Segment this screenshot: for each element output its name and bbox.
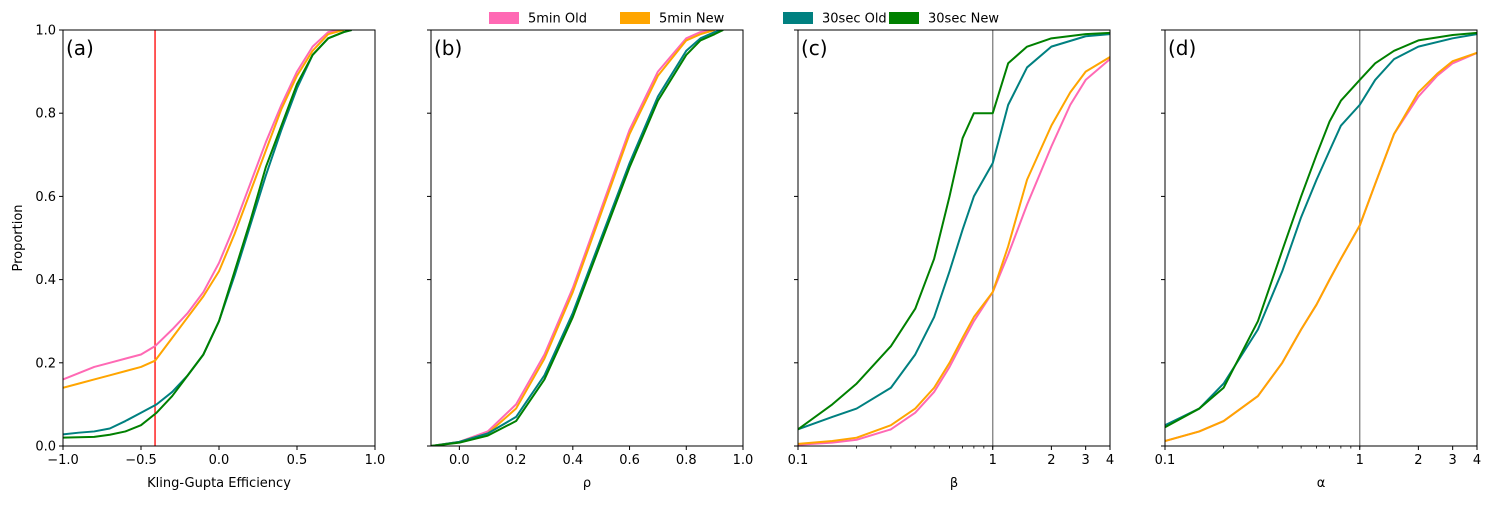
legend-item-5min-old: 5min Old <box>489 12 587 27</box>
legend-label: 30sec New <box>928 12 999 27</box>
panel-letter: (d) <box>1168 36 1196 60</box>
x-tick-label: 0.0 <box>449 453 470 468</box>
series-line-5min-old <box>798 58 1110 446</box>
series-group <box>798 31 1110 446</box>
x-tick-label: 0.1 <box>1155 453 1176 468</box>
x-axis-label: ρ <box>583 476 591 491</box>
x-tick-label: 2 <box>1047 453 1055 468</box>
axes-frame <box>797 29 1111 447</box>
x-tick-label: 0.6 <box>619 453 640 468</box>
x-tick-label: 1 <box>1356 453 1364 468</box>
legend-label: 5min New <box>659 12 725 27</box>
y-tick-label: 0.8 <box>35 107 56 122</box>
x-tick-label: 3 <box>1449 453 1457 468</box>
x-tick-label: 0.1 <box>788 453 809 468</box>
panel-2: 0.0 0.2 0.4 0.6 0.8 1.0 ρ (b) <box>427 29 754 491</box>
x-tick-label: 0.5 <box>287 453 308 468</box>
x-tick-label: −0.5 <box>125 453 157 468</box>
y-tick-label: 1.0 <box>35 24 56 39</box>
x-tick-label: 0.2 <box>506 453 527 468</box>
x-tick-label: 0.8 <box>676 453 697 468</box>
legend-swatch <box>489 12 519 24</box>
panel-letter: (c) <box>801 36 828 60</box>
y-axis-label: Proportion <box>11 204 26 271</box>
panel-3: 0.1 1 2 3 4 β (c) <box>788 29 1114 491</box>
x-axis-label: β <box>950 476 958 491</box>
x-tick-label: −1.0 <box>47 453 79 468</box>
series-line-30sec-new <box>431 30 724 446</box>
x-tick-label: 3 <box>1082 453 1090 468</box>
x-tick-label: 0.4 <box>562 453 583 468</box>
plot-area <box>63 30 375 446</box>
panel-letter: (a) <box>66 36 94 60</box>
legend-label: 30sec Old <box>822 12 887 27</box>
series-group <box>1165 31 1477 442</box>
legend-item-30sec-new: 30sec New <box>889 12 999 27</box>
panel-1: 0.0 0.2 0.4 0.6 0.8 1.0 −1.0 −0.5 0.0 0.5 1.0 Kling… <box>35 24 385 492</box>
legend-swatch <box>783 12 813 24</box>
series-line-5min-old <box>63 30 344 381</box>
x-axis-label: Kling-Gupta Efficiency <box>147 476 291 491</box>
x-tick-label: 1 <box>989 453 997 468</box>
x-tick-label: 4 <box>1106 453 1114 468</box>
series-line-30sec-new <box>63 30 352 439</box>
chart-panels: 0.0 0.2 0.4 0.6 0.8 1.0 −1.0 −0.5 0.0 0.5 1.0 Kling… <box>35 24 1481 492</box>
legend-label: 5min Old <box>528 12 587 27</box>
x-tick-label: 2 <box>1414 453 1422 468</box>
axes-frame <box>1164 29 1478 447</box>
plot-area <box>431 30 743 446</box>
series-line-5min-new <box>63 30 345 389</box>
legend-swatch <box>620 12 650 24</box>
x-tick-label: 4 <box>1473 453 1481 468</box>
plot-area <box>798 30 1110 446</box>
y-tick-label: 0.2 <box>35 356 56 371</box>
series-group <box>63 30 352 439</box>
y-tick-label: 0.0 <box>35 440 56 455</box>
panel-letter: (b) <box>434 36 462 60</box>
series-line-5min-new <box>1165 51 1477 442</box>
legend-item-30sec-old: 30sec Old <box>783 12 887 27</box>
y-tick-label: 0.4 <box>35 273 56 288</box>
series-line-30sec-old <box>798 33 1110 431</box>
series-line-30sec-old <box>431 30 724 446</box>
series-line-30sec-new <box>798 31 1110 431</box>
chart-legend: 5min Old 5min New 30sec Old 30sec New <box>489 12 999 27</box>
panel-4: 0.1 1 2 3 4 α (d) <box>1155 29 1481 491</box>
legend-item-5min-new: 5min New <box>620 12 725 27</box>
plot-area <box>1165 30 1477 446</box>
series-line-30sec-new <box>1165 31 1477 429</box>
axes-frame <box>430 29 744 447</box>
x-tick-label: 0.0 <box>209 453 230 468</box>
x-tick-label: 1.0 <box>733 453 754 468</box>
legend-swatch <box>889 12 919 24</box>
y-tick-label: 0.6 <box>35 190 56 205</box>
series-line-5min-new <box>798 56 1110 445</box>
x-tick-label: 1.0 <box>365 453 386 468</box>
x-axis-label: α <box>1317 476 1326 491</box>
series-line-5min-old <box>431 30 715 446</box>
series-group <box>431 30 724 446</box>
